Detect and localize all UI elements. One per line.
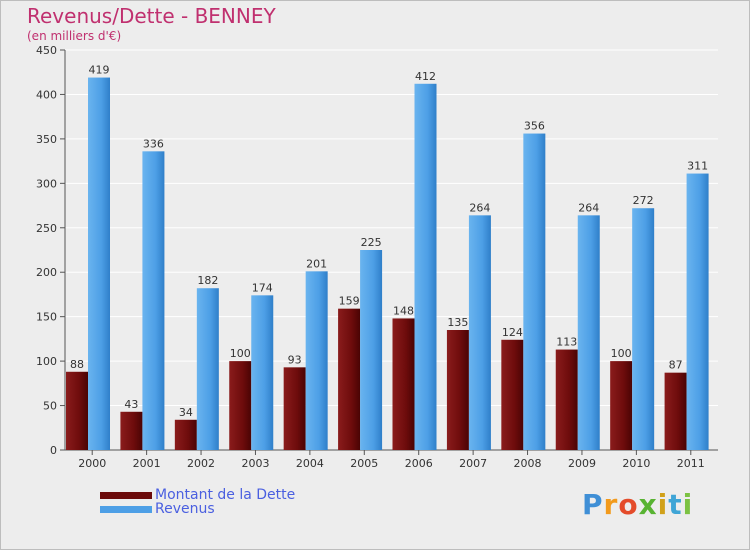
- revenue-bar: [632, 208, 655, 450]
- revenue-bar: [468, 215, 491, 450]
- brand-logo: Proxiti: [582, 488, 693, 521]
- debt-bar: [446, 330, 469, 450]
- revenue-bar: [414, 83, 437, 451]
- revenue-bar-label: 412: [415, 70, 436, 83]
- debt-bar-label: 124: [502, 326, 523, 339]
- debt-bar: [338, 308, 361, 450]
- brand-letter: P: [582, 488, 604, 521]
- brand-letter: i: [657, 488, 669, 521]
- debt-bar: [555, 349, 578, 450]
- revenue-bar: [523, 133, 546, 451]
- revenue-bar-label: 201: [306, 257, 327, 270]
- y-tick-label: 450: [36, 44, 57, 57]
- revenue-bar-label: 264: [578, 201, 599, 214]
- x-tick-label: 2003: [241, 457, 269, 470]
- debt-bar: [229, 361, 252, 450]
- debt-bar-label: 148: [393, 304, 414, 317]
- revenue-bar-label: 174: [252, 281, 273, 294]
- debt-bar-label: 88: [70, 358, 84, 371]
- debt-bar: [501, 339, 524, 450]
- revenue-bar-label: 311: [687, 160, 708, 173]
- revenue-bar: [88, 77, 110, 451]
- x-tick-label: 2007: [459, 457, 487, 470]
- x-tick-label: 2005: [350, 457, 378, 470]
- y-tick-label: 0: [50, 444, 57, 457]
- brand-letter: r: [603, 488, 619, 521]
- y-tick-label: 300: [36, 177, 57, 190]
- revenue-bar: [305, 271, 328, 450]
- revenue-bar-label: 356: [524, 120, 545, 133]
- plot-area: [65, 50, 718, 450]
- legend-item-debt: Montant de la Dette: [100, 487, 295, 503]
- revenue-bar: [686, 173, 709, 451]
- revenue-bar: [360, 250, 383, 450]
- y-tick-label: 200: [36, 266, 57, 279]
- y-tick-label: 150: [36, 311, 57, 324]
- debt-bar-label: 100: [230, 347, 251, 360]
- legend-swatch-debt: [100, 491, 152, 499]
- x-tick-label: 2008: [514, 457, 542, 470]
- revenue-bar: [251, 295, 274, 450]
- debt-bar-label: 113: [556, 336, 577, 349]
- x-tick-label: 2011: [677, 457, 705, 470]
- brand-letter: i: [682, 488, 694, 521]
- revenue-bar: [196, 288, 219, 450]
- y-tick-label: 50: [43, 400, 57, 413]
- debt-bar-label: 43: [124, 398, 138, 411]
- revenue-bar-label: 272: [633, 194, 654, 207]
- debt-bar: [283, 367, 306, 450]
- revenue-bar-label: 225: [361, 236, 382, 249]
- debt-bar: [610, 361, 633, 450]
- debt-bar: [66, 371, 88, 450]
- brand-letter: o: [618, 488, 639, 521]
- legend-label-revenue: Revenus: [155, 501, 215, 517]
- y-tick-label: 250: [36, 222, 57, 235]
- brand-letter: x: [638, 488, 658, 521]
- x-tick-label: 2004: [296, 457, 324, 470]
- y-tick-label: 400: [36, 88, 57, 101]
- debt-bar-label: 100: [611, 347, 632, 360]
- debt-bar-label: 159: [339, 295, 360, 308]
- debt-bar-label: 87: [669, 359, 683, 372]
- debt-bar-label: 135: [447, 316, 468, 329]
- debt-bar: [120, 411, 143, 450]
- x-tick-label: 2009: [568, 457, 596, 470]
- x-tick-label: 2002: [187, 457, 215, 470]
- y-tick-label: 100: [36, 355, 57, 368]
- debt-bar: [664, 372, 687, 450]
- x-tick-label: 2006: [405, 457, 433, 470]
- revenue-bar-label: 182: [197, 274, 218, 287]
- chart-title: Revenus/Dette - BENNEY: [27, 4, 276, 28]
- debt-bar: [392, 318, 415, 450]
- revenue-bar-label: 336: [143, 137, 164, 150]
- legend-label-debt: Montant de la Dette: [155, 487, 296, 503]
- legend-item-revenue: Revenus: [100, 501, 215, 517]
- revenue-bar-label: 264: [469, 201, 490, 214]
- x-tick-label: 2010: [622, 457, 650, 470]
- y-tick-label: 350: [36, 133, 57, 146]
- debt-bar-label: 93: [288, 353, 302, 366]
- debt-bar: [174, 419, 197, 450]
- revenue-bar: [577, 215, 600, 450]
- debt-bar-label: 34: [179, 406, 193, 419]
- revenue-bar: [142, 151, 165, 451]
- x-tick-label: 2001: [133, 457, 161, 470]
- chart-subtitle: (en milliers d'€): [27, 29, 122, 43]
- x-tick-label: 2000: [78, 457, 106, 470]
- brand-letter: t: [668, 488, 683, 521]
- legend-swatch-revenue: [100, 505, 152, 513]
- revenue-bar-label: 419: [89, 64, 110, 77]
